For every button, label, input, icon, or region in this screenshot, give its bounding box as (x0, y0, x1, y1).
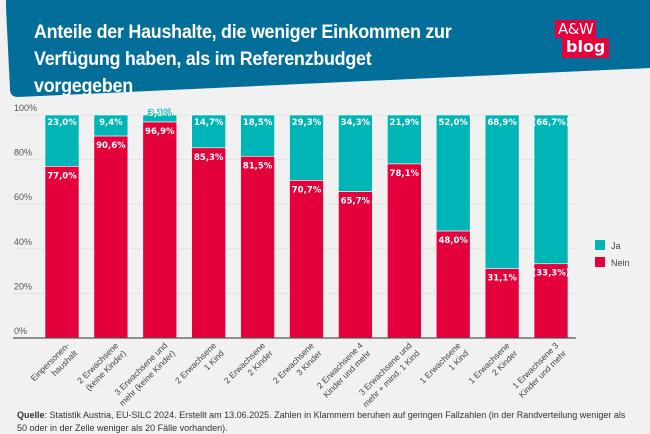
data-label-ja: 52,0% (438, 118, 468, 128)
bar-ja[interactable] (289, 114, 324, 181)
data-label-ja: 68,9% (487, 118, 517, 128)
page-title: Anteile der Haushalte, die weniger Einko… (34, 21, 452, 97)
bar-nein[interactable] (484, 268, 520, 339)
bar-nein[interactable] (533, 263, 569, 339)
x-tick-label: Einpersonen-haushalt (29, 340, 80, 383)
logo-aw-text: A&W (555, 20, 597, 38)
source-text: : Statistik Austria, EU-SILC 2024. Erste… (17, 410, 626, 433)
legend-swatch-ja (595, 240, 605, 250)
logo-blog-text: blog (562, 38, 610, 58)
source-label: Quelle (17, 410, 45, 420)
bar-ja[interactable] (240, 114, 275, 157)
y-tick-label: 60% (14, 192, 32, 202)
data-label-nein: 90,6% (96, 141, 126, 151)
data-label-nein: 65,7% (341, 196, 371, 206)
bar-nein[interactable] (191, 147, 226, 339)
y-tick-label: 20% (14, 281, 32, 291)
data-label-nein: (33,3%) (532, 269, 569, 279)
legend-label-ja: Ja (611, 241, 621, 251)
data-label-nein: 77,0% (47, 171, 77, 181)
data-label-ja: (66,7%) (532, 118, 569, 128)
bar-ja[interactable] (142, 114, 178, 123)
bar-ja[interactable] (435, 114, 471, 232)
data-label-nein: 85,3% (194, 153, 224, 163)
y-tick-label: 100% (14, 103, 37, 113)
data-label-ja: 3,1% (148, 109, 172, 119)
bar-nein[interactable] (386, 163, 422, 339)
header-background (6, 0, 650, 97)
bar-ja[interactable] (338, 114, 373, 192)
bar-ja[interactable] (93, 114, 129, 137)
data-label-nein: 70,7% (292, 185, 322, 195)
data-label-ja: 21,9% (390, 118, 420, 128)
bar-ja[interactable] (386, 114, 422, 165)
source-note: Quelle: Statistik Austria, EU-SILC 2024.… (17, 409, 637, 434)
header-banner (6, 0, 650, 97)
data-label-nein: 48,0% (438, 236, 468, 246)
bar-ja[interactable] (191, 114, 226, 149)
data-label-nein: 31,1% (487, 274, 517, 284)
bar-nein[interactable] (44, 165, 80, 339)
data-label-nein: 78,1% (390, 169, 420, 179)
data-label-ja: 14,7% (194, 118, 224, 128)
bar-nein[interactable] (240, 155, 275, 339)
y-tick-label: 80% (14, 148, 32, 158)
bar-nein[interactable] (142, 121, 178, 339)
data-label-ja: 9,4% (99, 118, 123, 128)
data-label-nein: 81,5% (243, 161, 273, 171)
data-label-ja: 18,5% (243, 118, 273, 128)
data-label-nein: 96,9% (145, 127, 175, 137)
bar-ja[interactable] (44, 114, 80, 167)
data-label-ja: 29,3% (292, 118, 322, 128)
legend-label-nein: Nein (611, 258, 630, 268)
bar-nein[interactable] (338, 191, 373, 339)
bar-ja[interactable] (484, 114, 520, 269)
data-label-ja: 23,0% (47, 118, 77, 128)
bar-nein[interactable] (93, 135, 129, 339)
y-tick-label: 0% (14, 326, 27, 336)
bar-nein[interactable] (435, 230, 471, 339)
y-tick-label: 40% (14, 237, 32, 247)
data-label-ja: 34,3% (341, 118, 371, 128)
aw-blog-logo[interactable]: A&W blog (555, 20, 610, 58)
legend-swatch-nein (595, 257, 605, 267)
bar-ja[interactable] (533, 114, 569, 265)
bar-nein[interactable] (289, 180, 324, 339)
